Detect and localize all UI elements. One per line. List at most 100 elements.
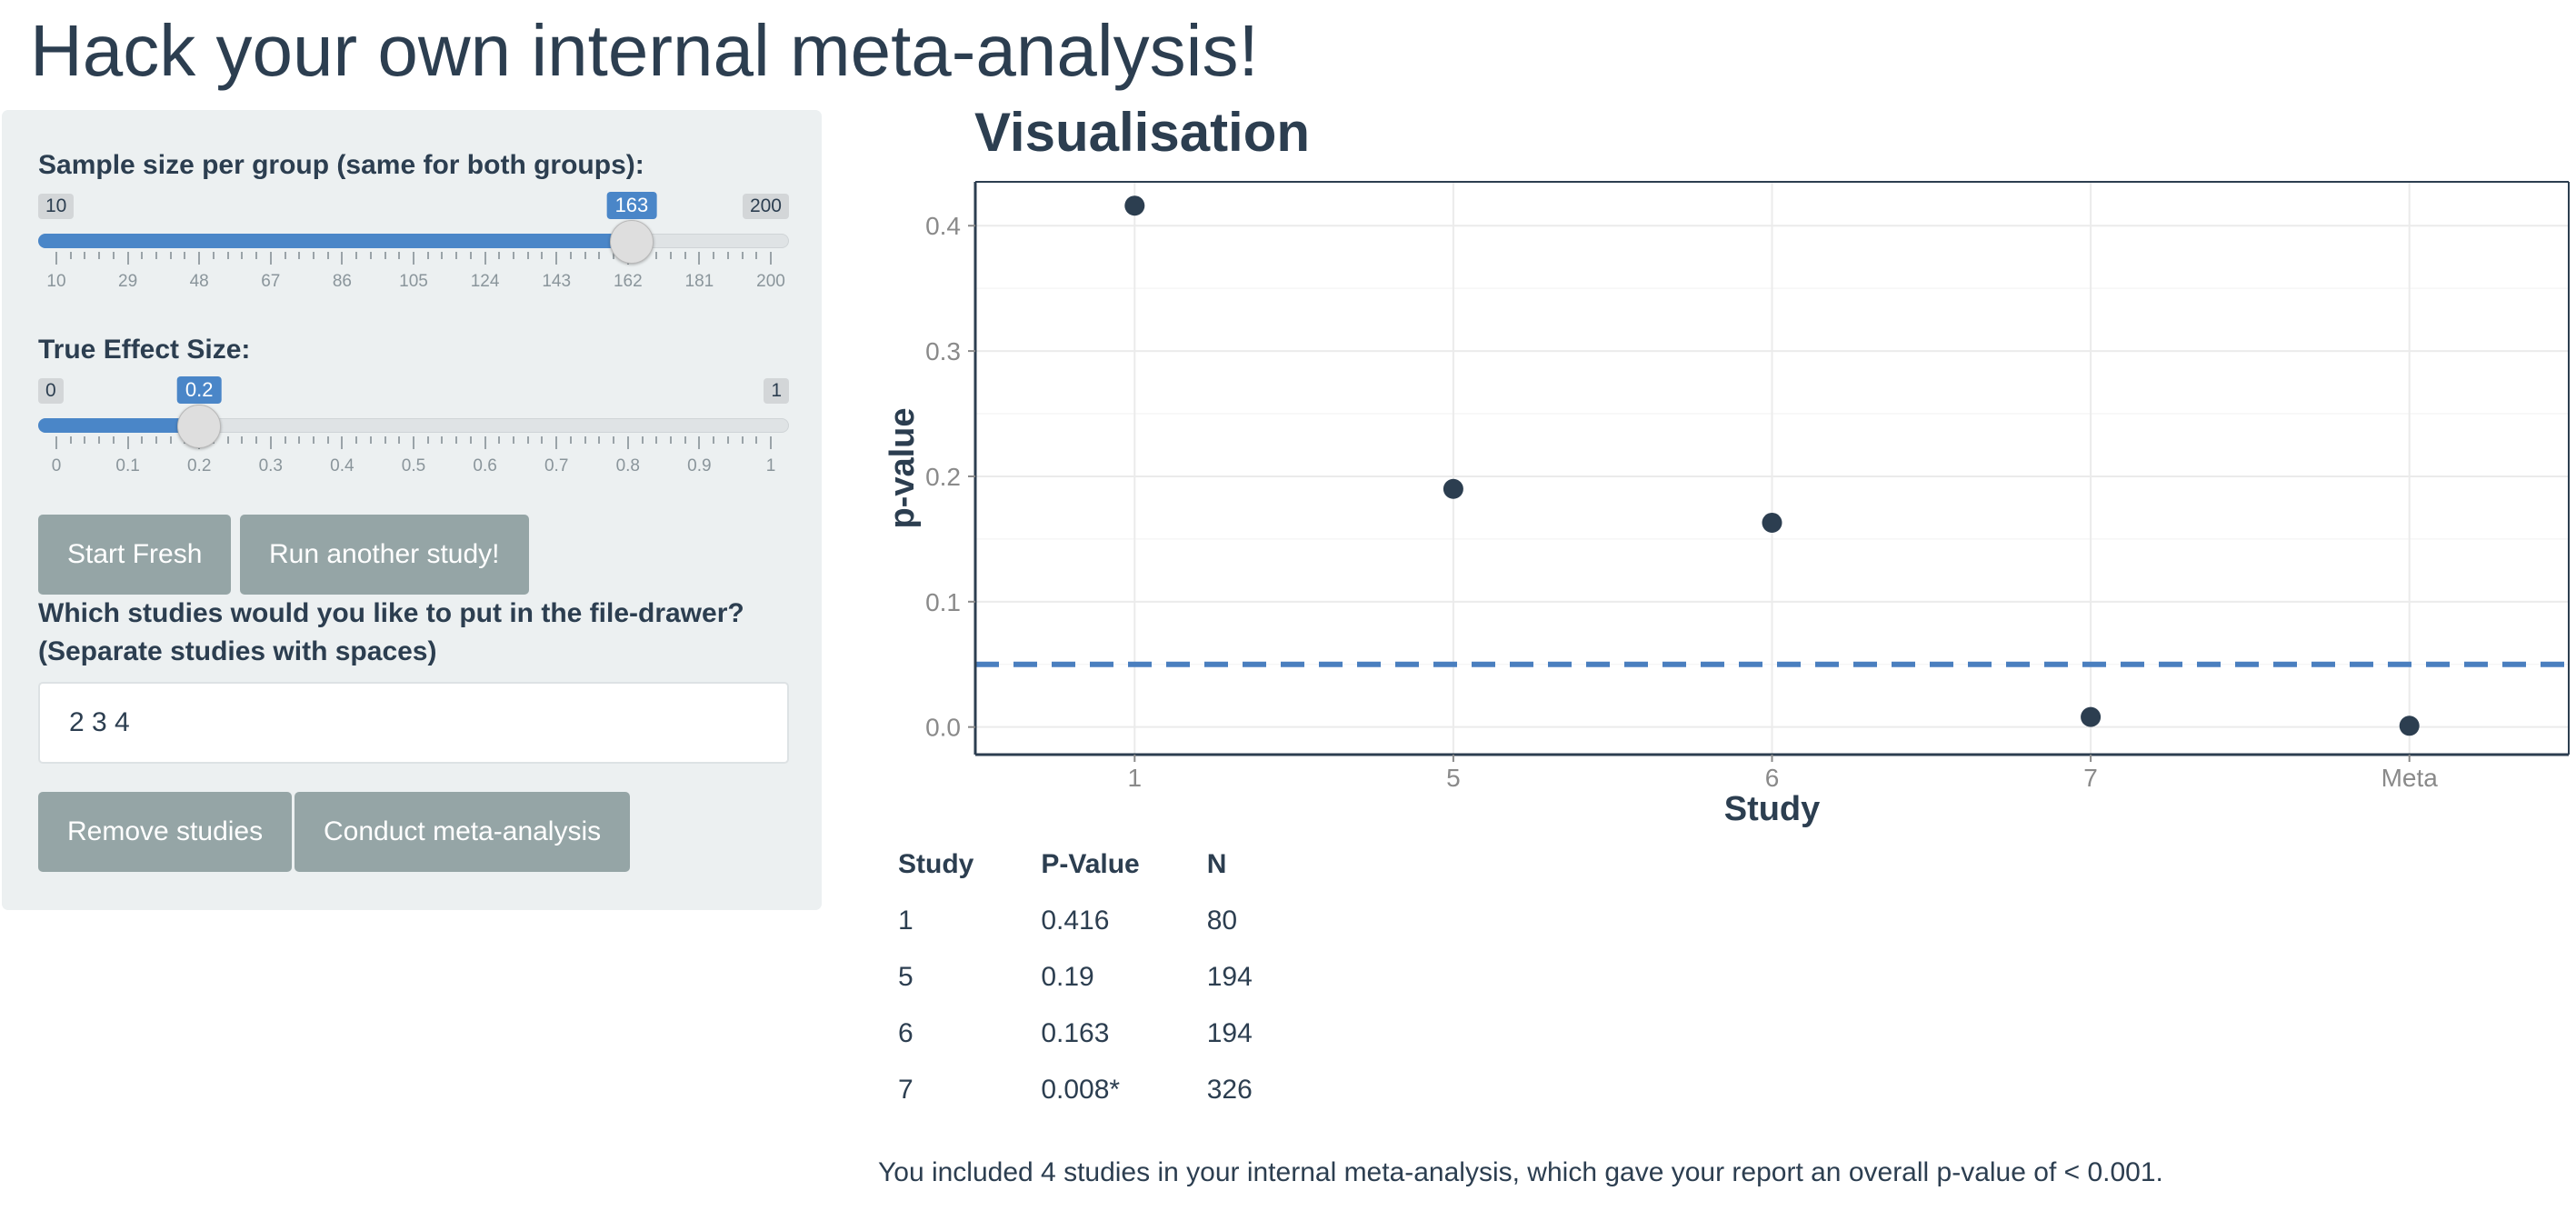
data-point — [1762, 512, 1782, 533]
slider-tick-label: 200 — [756, 272, 785, 291]
slider-minor-tick — [226, 252, 229, 259]
x-tick-label: 5 — [1446, 764, 1461, 792]
slider-minor-tick — [526, 436, 529, 444]
slider-minor-tick — [655, 252, 658, 259]
cell-n: 326 — [1206, 1075, 1253, 1105]
y-tick-label: 0.1 — [925, 588, 961, 616]
slider-minor-tick — [398, 436, 401, 444]
slider-minor-tick — [241, 252, 244, 259]
slider-fill — [38, 234, 632, 248]
slider-minor-tick — [184, 252, 186, 259]
chart-points — [1124, 195, 2420, 736]
slider-minor-tick — [498, 436, 501, 444]
slider-minor-tick — [326, 436, 329, 444]
slider-minor-tick — [241, 436, 244, 444]
slider-minor-tick — [455, 252, 458, 259]
slider-minor-tick — [569, 436, 572, 444]
cell-p-value: 0.416 — [1041, 906, 1110, 936]
slider-minor-tick — [141, 436, 144, 444]
start-fresh-button[interactable]: Start Fresh — [38, 515, 232, 595]
slider-minor-tick — [426, 252, 429, 259]
cell-n: 194 — [1206, 1018, 1253, 1048]
slider-minor-tick — [726, 252, 729, 259]
file-drawer-input[interactable] — [38, 682, 789, 764]
y-tick-label: 0.3 — [925, 337, 961, 365]
slider-value-badge: 163 — [606, 192, 657, 219]
effect-size-slider[interactable]: 0 1 0.2 0 0.1 0.2 0.3 0.4 0.5 0.6 0.7 0.8 0.9 1 — [38, 376, 789, 496]
page-title: Hack your own internal meta-analysis! — [30, 10, 1259, 91]
x-axis-label: Study — [1724, 790, 1821, 828]
slider-tick-label: 0.3 — [258, 456, 284, 475]
slider-major-tick — [55, 436, 57, 449]
slider-minor-tick — [755, 436, 758, 444]
data-point — [2081, 706, 2102, 727]
cell-study: 1 — [898, 906, 914, 936]
slider-tick-label: 0.4 — [330, 456, 354, 475]
slider-major-tick — [770, 252, 772, 265]
slider-value-badge: 0.2 — [176, 376, 222, 404]
slider-minor-tick — [598, 252, 601, 259]
effect-size-label: True Effect Size: — [38, 335, 251, 365]
y-tick-label: 0.2 — [925, 463, 961, 491]
slider-major-tick — [484, 252, 486, 265]
sample-size-slider[interactable]: 10 200 163 10 29 48 67 86 105 124 143 162 181 200 — [38, 192, 789, 312]
conduct-meta-analysis-button[interactable]: Conduct meta-analysis — [295, 792, 631, 872]
slider-minor-tick — [641, 436, 644, 444]
run-study-button[interactable]: Run another study! — [240, 515, 529, 595]
slider-ticks: 0 0.1 0.2 0.3 0.4 0.5 0.6 0.7 0.8 0.9 1 — [38, 436, 789, 491]
slider-max-label: 1 — [764, 378, 789, 404]
slider-minor-tick — [326, 252, 329, 259]
slider-major-tick — [770, 436, 772, 449]
table-row: 1 0.416 80 — [880, 893, 1302, 949]
meta-analysis-summary: You included 4 studies in your internal … — [878, 1157, 2163, 1187]
data-point — [1443, 478, 1463, 499]
x-tick-label: 1 — [1128, 764, 1143, 792]
slider-minor-tick — [584, 436, 586, 444]
slider-handle[interactable] — [177, 405, 222, 448]
remove-studies-button[interactable]: Remove studies — [38, 792, 293, 872]
slider-minor-tick — [726, 436, 729, 444]
slider-minor-tick — [713, 252, 715, 259]
slider-tick-label: 124 — [470, 272, 500, 291]
slider-minor-tick — [569, 252, 572, 259]
slider-minor-tick — [613, 436, 615, 444]
slider-minor-tick — [255, 436, 258, 444]
slider-tick-label: 0.9 — [687, 456, 712, 475]
slider-major-tick — [126, 436, 129, 449]
slider-minor-tick — [384, 252, 386, 259]
slider-minor-tick — [226, 436, 229, 444]
data-point — [1124, 195, 1145, 216]
slider-tick-label: 181 — [684, 272, 714, 291]
slider-minor-tick — [684, 436, 686, 444]
slider-minor-tick — [741, 252, 744, 259]
slider-major-tick — [55, 252, 57, 265]
slider-major-tick — [198, 252, 201, 265]
cell-p-value: 0.19 — [1041, 962, 1094, 992]
slider-minor-tick — [441, 252, 444, 259]
slider-fill — [38, 418, 200, 433]
x-tick-label: Meta — [2381, 764, 2439, 792]
slider-minor-tick — [398, 252, 401, 259]
slider-min-label: 0 — [38, 378, 64, 404]
slider-minor-tick — [284, 436, 286, 444]
slider-minor-tick — [112, 252, 115, 259]
slider-minor-tick — [613, 252, 615, 259]
slider-minor-tick — [355, 436, 358, 444]
slider-minor-tick — [312, 436, 315, 444]
slider-handle[interactable] — [609, 220, 654, 264]
slider-minor-tick — [741, 436, 744, 444]
table-header-row: Study P-Value N — [880, 836, 1302, 893]
slider-minor-tick — [669, 252, 672, 259]
slider-minor-tick — [84, 252, 86, 259]
slider-major-tick — [555, 252, 558, 265]
slider-minor-tick — [513, 252, 515, 259]
slider-minor-tick — [98, 436, 101, 444]
slider-major-tick — [626, 436, 629, 449]
sidebar-panel: Sample size per group (same for both gro… — [2, 110, 822, 910]
slider-minor-tick — [255, 252, 258, 259]
slider-tick-label: 162 — [613, 272, 643, 291]
slider-minor-tick — [98, 252, 101, 259]
slider-minor-tick — [584, 252, 586, 259]
slider-minor-tick — [284, 252, 286, 259]
slider-minor-tick — [541, 252, 544, 259]
